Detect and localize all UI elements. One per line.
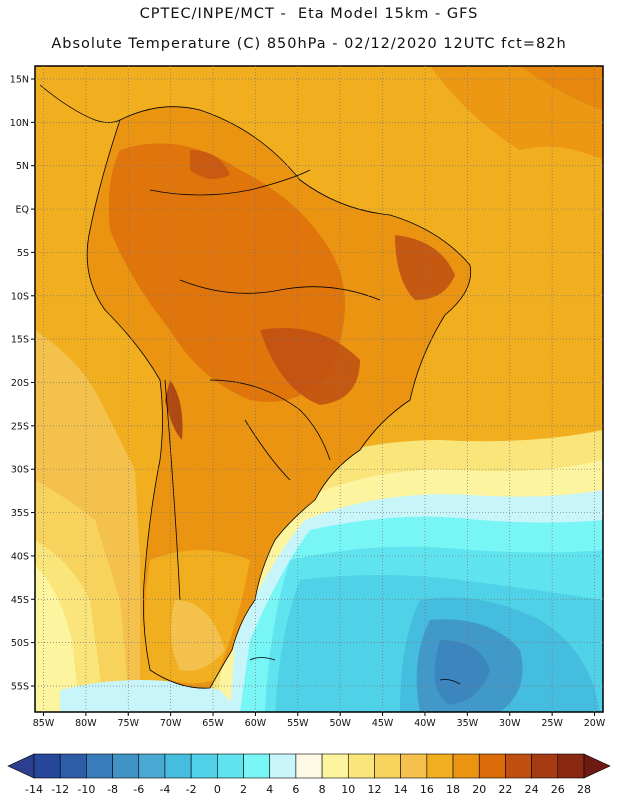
colorbar-label: 16 [420,783,434,796]
colorbar [7,753,611,779]
lat-label: 25S [11,421,29,432]
colorbar-label: -14 [25,783,43,796]
colorbar-label: 12 [367,783,381,796]
colorbar-label: -10 [77,783,95,796]
lat-label: 35S [11,508,29,519]
colorbar-box [190,753,218,779]
colorbar-box [321,753,349,779]
lat-label: 40S [11,551,29,562]
colorbar-box [374,753,401,779]
lon-label: 85W [33,718,55,729]
colorbar-box [505,753,532,779]
lon-label: 20W [584,718,606,729]
colorbar-label: 10 [341,783,355,796]
lon-label: 70W [160,718,182,729]
colorbar-min-arrow [7,753,35,779]
colorbar-box [295,753,323,779]
colorbar-box [426,753,454,779]
lon-label: 30W [499,718,521,729]
colorbar-label: 20 [472,783,486,796]
lat-label: 5N [16,161,29,172]
colorbar-box [269,753,297,779]
latitude-labels: 15N 10N 5N EQ 5S 10S 15S 20S 25S 30S 35S 40S 45S 50S 5… [10,75,35,692]
colorbar-box [86,753,113,779]
lon-label: 25W [541,718,563,729]
colorbar-labels: -14 -12 -10 -8 -6 -4 -2 0 2 4 6 8 10 12 14 16 18 20 22 24 26… [25,783,591,796]
colorbar-label: -8 [107,783,118,796]
lon-label: 35W [457,718,479,729]
lat-label: 10S [11,291,29,302]
colorbar-label: -12 [51,783,69,796]
lat-label: EQ [16,205,29,216]
colorbar-label: 4 [266,783,273,796]
colorbar-max-arrow [583,753,611,779]
colorbar-box [33,753,61,779]
colorbar-box [138,753,166,779]
lat-label: 30S [11,465,29,476]
colorbar-box [164,753,192,779]
colorbar-label: 8 [319,783,326,796]
lon-label: 75W [118,718,140,729]
colorbar-label: -6 [133,783,144,796]
colorbar-label: 6 [292,783,299,796]
lat-label: 15N [10,75,29,86]
lat-label: 15S [11,335,29,346]
lon-label: 65W [202,718,224,729]
colorbar-box [478,753,506,779]
lon-label: 40W [414,718,436,729]
title-line-2: Absolute Temperature (C) 850hPa - 02/12/… [51,36,567,52]
colorbar-label: 0 [214,783,221,796]
lat-label: 20S [11,378,29,389]
colorbar-box [217,753,244,779]
colorbar-label: 24 [525,783,539,796]
temperature-field [35,66,603,712]
lat-label: 10N [10,118,29,129]
colorbar-label: 14 [394,783,408,796]
colorbar-label: 28 [577,783,591,796]
colorbar-label: -4 [159,783,170,796]
lon-label: 60W [245,718,267,729]
colorbar-label: 2 [240,783,247,796]
colorbar-box [452,753,480,779]
colorbar-box [243,753,271,779]
coastlines [39,84,472,689]
lat-label: 50S [11,638,29,649]
colorbar-label: 18 [446,783,460,796]
colorbar-label: -2 [186,783,197,796]
colorbar-label: 26 [551,783,565,796]
colorbar-box [400,753,428,779]
lat-label: 55S [11,681,29,692]
colorbar-box [112,753,140,779]
colorbar-label: 22 [498,783,512,796]
map-frame [34,65,604,713]
lon-label: 55W [287,718,309,729]
lat-label: 5S [17,248,29,259]
colorbar-box [531,753,559,779]
title-line-1: CPTEC/INPE/MCT - Eta Model 15km - GFS [139,6,479,22]
colorbar-box [557,753,585,779]
longitude-labels: 85W 80W 75W 70W 65W 60W 55W 50W 45W 40W 35W 30W 25W 2… [33,712,606,729]
lon-label: 80W [75,718,97,729]
colorbar-box [347,753,375,779]
lat-label: 45S [11,595,29,606]
lon-label: 50W [329,718,351,729]
lon-label: 45W [372,718,394,729]
colorbar-box [59,753,87,779]
